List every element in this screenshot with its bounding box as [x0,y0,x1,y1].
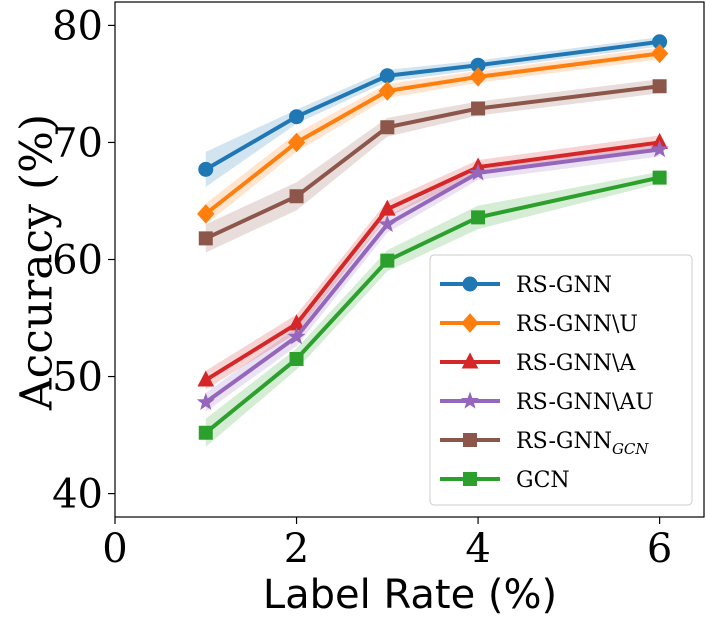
marker [380,253,395,268]
marker [461,391,479,409]
legend-label: RS-GNN [516,273,612,298]
marker [469,67,487,87]
legend: RS-GNNRS-GNN\URS-GNN\ARS-GNN\AURS-GNNGCN… [429,254,693,506]
marker [471,210,486,225]
legend-label: RS-GNN\A [516,351,636,376]
marker [196,392,215,410]
marker [287,132,306,153]
legend-label: RS-GNNGCN [516,429,649,458]
x-tick-label: 4 [465,526,490,572]
marker [463,433,477,447]
legend-name: RS-GNN\U [516,312,638,337]
marker [197,370,215,387]
x-axis-label: Label Rate (%) [263,572,557,617]
marker [198,425,213,440]
marker [650,140,669,158]
legend-label: RS-GNN\U [516,312,638,337]
legend-name: RS-GNN\AU [516,390,654,415]
y-tick-label: 50 [52,355,103,401]
marker [463,472,477,486]
x-tick-label: 6 [647,526,672,572]
marker [198,161,214,177]
legend-name: GCN [516,468,570,493]
legend-name: RS-GNN\A [516,351,636,376]
marker [471,101,486,116]
marker [289,189,304,204]
x-tick-label: 2 [284,526,309,572]
error-band [205,79,660,253]
y-tick-label: 80 [52,3,103,49]
y-axis-label: Accuracy (%) [12,114,63,411]
marker [198,231,213,246]
marker [461,352,479,369]
plot-frame [114,1,705,518]
marker [378,214,397,233]
marker [378,81,396,101]
marker [652,170,667,185]
marker [462,276,478,292]
marker [379,68,395,84]
legend-box [429,254,693,506]
legend-name: RS-GNN [516,273,612,298]
marker [380,120,395,135]
x-tick-label: 0 [102,526,127,572]
legend-subscript: GCN [612,440,649,458]
marker [289,351,304,366]
marker [197,204,215,224]
legend-label: RS-GNN\AU [516,390,654,415]
marker [650,43,669,64]
marker [469,163,488,181]
y-tick-label: 60 [52,238,103,284]
legend-name: RS-GNN [516,429,612,454]
error-band [205,142,660,412]
y-tick-label: 70 [52,120,103,166]
marker [652,79,667,94]
marker [461,313,479,333]
marker [287,327,306,345]
legend-label: GCN [516,468,570,493]
y-tick-label: 40 [52,472,103,518]
marker [289,109,305,125]
